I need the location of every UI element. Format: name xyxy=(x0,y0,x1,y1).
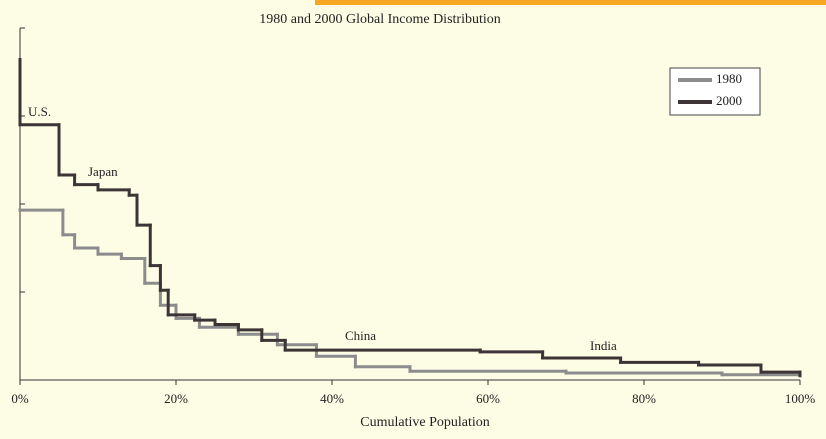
x-tick-label: 40% xyxy=(320,391,344,406)
x-tick-label: 0% xyxy=(11,391,29,406)
top-bar xyxy=(315,0,826,5)
chart-title: 1980 and 2000 Global Income Distribution xyxy=(259,12,500,27)
annotation: Japan xyxy=(88,164,118,179)
x-tick-label: 20% xyxy=(164,391,188,406)
legend-label: 2000 xyxy=(716,93,742,108)
x-tick-label: 100% xyxy=(785,391,816,406)
legend xyxy=(669,67,761,116)
annotation: U.S. xyxy=(28,104,51,119)
legend-label: 1980 xyxy=(716,71,742,86)
annotation: India xyxy=(590,338,617,353)
annotation: China xyxy=(345,328,376,343)
x-tick-label: 80% xyxy=(632,391,656,406)
x-axis-label: Cumulative Population xyxy=(360,415,490,430)
x-tick-label: 60% xyxy=(476,391,500,406)
